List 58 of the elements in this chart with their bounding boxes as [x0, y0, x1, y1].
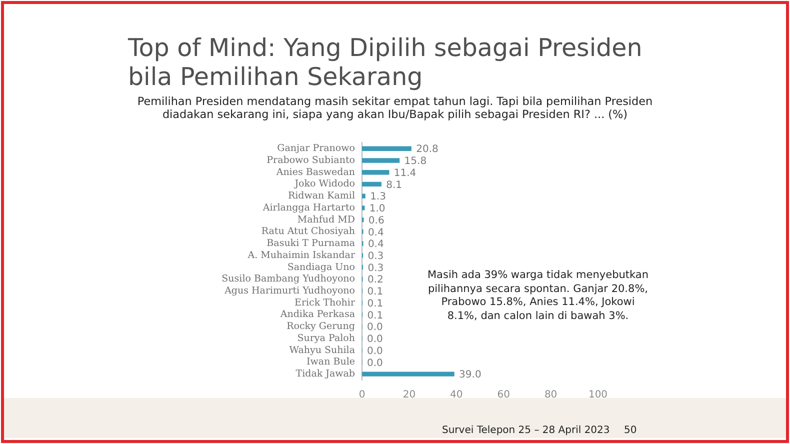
data-label: 39.0 — [459, 370, 482, 381]
data-label: 1.3 — [370, 192, 386, 203]
y-tick-label: Anies Baswedan — [275, 166, 355, 178]
data-label: 0.3 — [368, 262, 384, 274]
y-tick-label: Andika Perkasa — [279, 309, 356, 320]
bar — [362, 372, 454, 376]
x-tick-label: 100 — [588, 390, 608, 401]
data-label: 0.1 — [367, 286, 384, 298]
y-tick-label: Ratu Atut Chosiyah — [261, 226, 355, 238]
y-tick-label: Erick Thohir — [294, 297, 356, 308]
data-label: 11.4 — [394, 168, 416, 179]
data-label: 0.3 — [368, 251, 384, 262]
y-tick-label: Wahyu Suhila — [289, 344, 356, 356]
data-label: 8.1 — [386, 180, 402, 191]
chart-title: Top of Mind: Yang Dipilih sebagai Presiden bila Pemilihan Sekarang — [128, 33, 644, 91]
y-tick-label: Basuki T Purnama — [266, 238, 356, 250]
y-tick-label: Sandiaga Uno — [287, 262, 356, 273]
data-label: 15.8 — [404, 156, 427, 168]
chart-subtitle: Pemilihan Presiden mendatang masih sekitar empat tahun lagi. Tapi bila pemilihan Presiden diadakan sekarang ini, siapa yang akan Ibu/Bapak pilih sebagai Presiden RI? ... (%) — [136, 95, 654, 121]
x-tick-label: 40 — [450, 390, 463, 401]
data-label: 0.4 — [368, 227, 384, 238]
data-label: 0.6 — [368, 215, 384, 226]
data-label: 1.0 — [369, 204, 386, 215]
y-tick-label: Joko Widodo — [294, 178, 356, 190]
y-tick-label: Surya Paloh — [297, 332, 355, 344]
text: Survei Telepon 25 – 28 April 2023 — [442, 425, 610, 436]
bar — [362, 146, 412, 151]
y-tick-label: Mahfud MD — [297, 214, 356, 226]
y-tick-label: Tidak Jawab — [296, 368, 355, 380]
bar — [362, 182, 382, 187]
y-tick-label: Susilo Bambang Yudhoyono — [222, 274, 356, 285]
y-tick-label: Iwan Bule — [306, 356, 356, 368]
data-label: 0.0 — [367, 358, 383, 369]
x-tick-label: 20 — [402, 390, 416, 401]
y-tick-label: Airlangga Hartarto — [262, 202, 356, 214]
annotation: Masih ada 39% warga tidak menyebutkan pilihannya secara spontan. Ganjar 20.8%, Prabowo 15.8%, Anies 11.4%, Jokowi 8.1%, dan calon lain di bawah 3%. — [426, 269, 650, 323]
x-tick-label: 0 — [358, 390, 366, 401]
data-label: 20.8 — [416, 144, 438, 156]
y-tick-label: A. Muhaimin Iskandar — [246, 250, 356, 261]
data-label: 0.2 — [367, 274, 384, 286]
x-tick-label: 80 — [544, 390, 558, 401]
bar — [362, 194, 366, 198]
y-tick-label: Ganjar Pranowo — [277, 143, 356, 154]
bar — [362, 170, 390, 175]
data-label: 0.1 — [367, 298, 384, 310]
bar — [362, 206, 365, 210]
data-label: 0.4 — [368, 239, 384, 250]
y-tick-label: Prabowo Subianto — [266, 154, 356, 166]
text: 50 — [624, 425, 637, 436]
data-label: 0.0 — [367, 346, 383, 357]
x-tick-label: 60 — [497, 390, 510, 401]
y-tick-label: Ridwan Kamil — [288, 190, 355, 202]
data-label: 0.0 — [367, 322, 383, 334]
y-tick-label: Rocky Gerung — [286, 321, 355, 332]
data-label: 0.0 — [367, 334, 383, 346]
bar — [362, 158, 400, 163]
y-tick-label: Agus Harimurti Yudhoyono — [224, 285, 356, 296]
data-label: 0.1 — [367, 310, 384, 322]
